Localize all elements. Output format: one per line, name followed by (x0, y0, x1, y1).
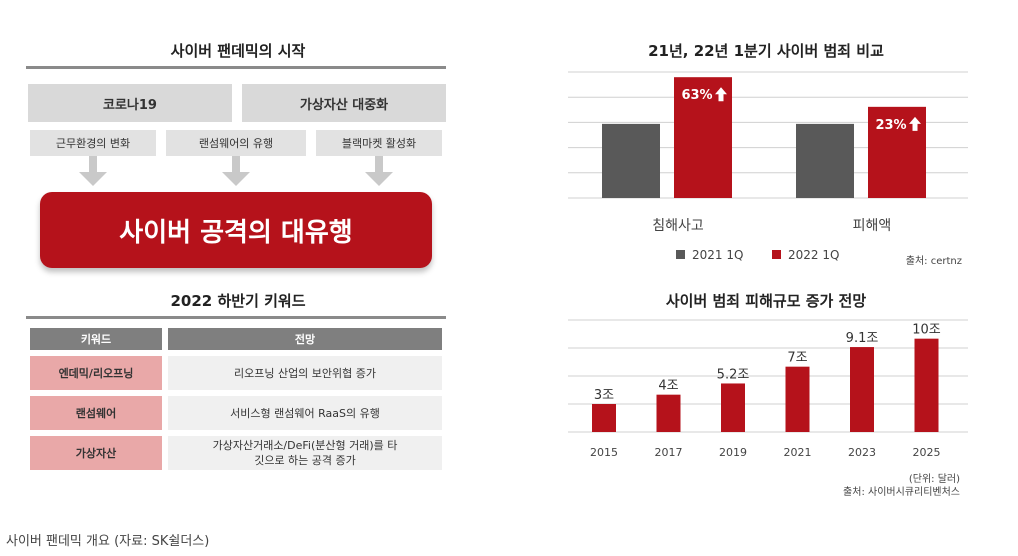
data-label: 10조 (912, 323, 941, 338)
sub-cause-work: 근무환경의 변화 (30, 130, 156, 156)
category-label: 침해사고 (652, 218, 704, 234)
table-row-keyword: 랜섬웨어 (30, 396, 162, 430)
data-label: 9.1조 (846, 331, 879, 346)
legend-label: 2021 1Q (692, 248, 743, 262)
x-tick-label: 2025 (913, 446, 941, 459)
arrow-stem-1 (89, 156, 97, 172)
table-row-outlook: 리오프닝 산업의 보안위협 증가 (168, 356, 442, 390)
bar (592, 404, 616, 432)
down-arrow-icon (79, 172, 107, 186)
chart1-source: 출처: certnz (905, 256, 962, 267)
chart1-svg: 63% 침해사고 23% 피해액 2021 1Q 2022 1Q (568, 71, 968, 262)
bar (602, 123, 660, 198)
sub-cause-blackmarket: 블랙마켓 활성화 (316, 130, 442, 156)
bar (914, 338, 939, 432)
table-row-outlook: 서비스형 랜섬웨어 RaaS의 유행 (168, 396, 442, 430)
x-tick-label: 2023 (848, 446, 876, 459)
table-row-keyword: 엔데믹/리오프닝 (30, 356, 162, 390)
chart2-unit: (단위: 달러) (908, 474, 960, 485)
bar (721, 383, 745, 432)
x-tick-label: 2015 (590, 446, 618, 459)
keywords-title: 2022 하반기 키워드 (170, 292, 306, 310)
data-label: 23% (875, 118, 906, 133)
bar (785, 366, 810, 432)
down-arrow-icon (222, 172, 250, 186)
table-row-keyword: 가상자산 (30, 436, 162, 470)
legend-label: 2022 1Q (788, 248, 839, 262)
legend-swatch (772, 250, 781, 259)
bar (656, 394, 681, 432)
chart2-source: 출처: 사이버시큐리티벤처스 (843, 487, 960, 498)
data-label: 63% (681, 88, 712, 103)
data-label: 3조 (594, 388, 614, 403)
cause-box-crypto: 가상자산 대중화 (242, 84, 446, 122)
arrow-stem-3 (375, 156, 383, 172)
chart2-title: 사이버 범죄 피해규모 증가 전망 (665, 292, 867, 310)
result-box: 사이버 공격의 대유행 (40, 192, 432, 268)
data-label: 5.2조 (717, 367, 750, 382)
table-header-outlook: 전망 (168, 328, 442, 350)
chart2-svg: 3조 2015 4조 2017 5.2조 2019 7조 2021 9.1조 2023 10조 202… (568, 319, 968, 459)
legend-swatch (676, 250, 685, 259)
data-label: 7조 (787, 351, 807, 366)
x-tick-label: 2017 (655, 446, 683, 459)
table-header-keyword: 키워드 (30, 328, 162, 350)
category-label: 피해액 (853, 218, 892, 234)
sub-cause-ransomware: 랜섬웨어의 유행 (166, 130, 306, 156)
cause-box-covid: 코로나19 (28, 84, 232, 122)
bar (796, 123, 854, 198)
up-arrow-icon (715, 87, 727, 102)
x-tick-label: 2019 (719, 446, 747, 459)
down-arrow-icon (365, 172, 393, 186)
arrow-stem-2 (232, 156, 240, 172)
pandemic-title: 사이버 팬데믹의 시작 (170, 42, 306, 60)
up-arrow-icon (909, 116, 921, 131)
table-row-outlook: 가상자산거래소/DeFi(분산형 거래)를 타깃으로 하는 공격 증가 (168, 436, 442, 470)
data-label: 4조 (658, 379, 678, 394)
bar (850, 347, 874, 432)
keywords-rule (26, 316, 446, 319)
chart1-title: 21년, 22년 1분기 사이버 범죄 비교 (648, 42, 884, 60)
title-rule (26, 66, 446, 69)
x-tick-label: 2021 (784, 446, 812, 459)
figure-caption: 사이버 팬데믹 개요 (자료: SK쉴더스) (6, 534, 210, 549)
